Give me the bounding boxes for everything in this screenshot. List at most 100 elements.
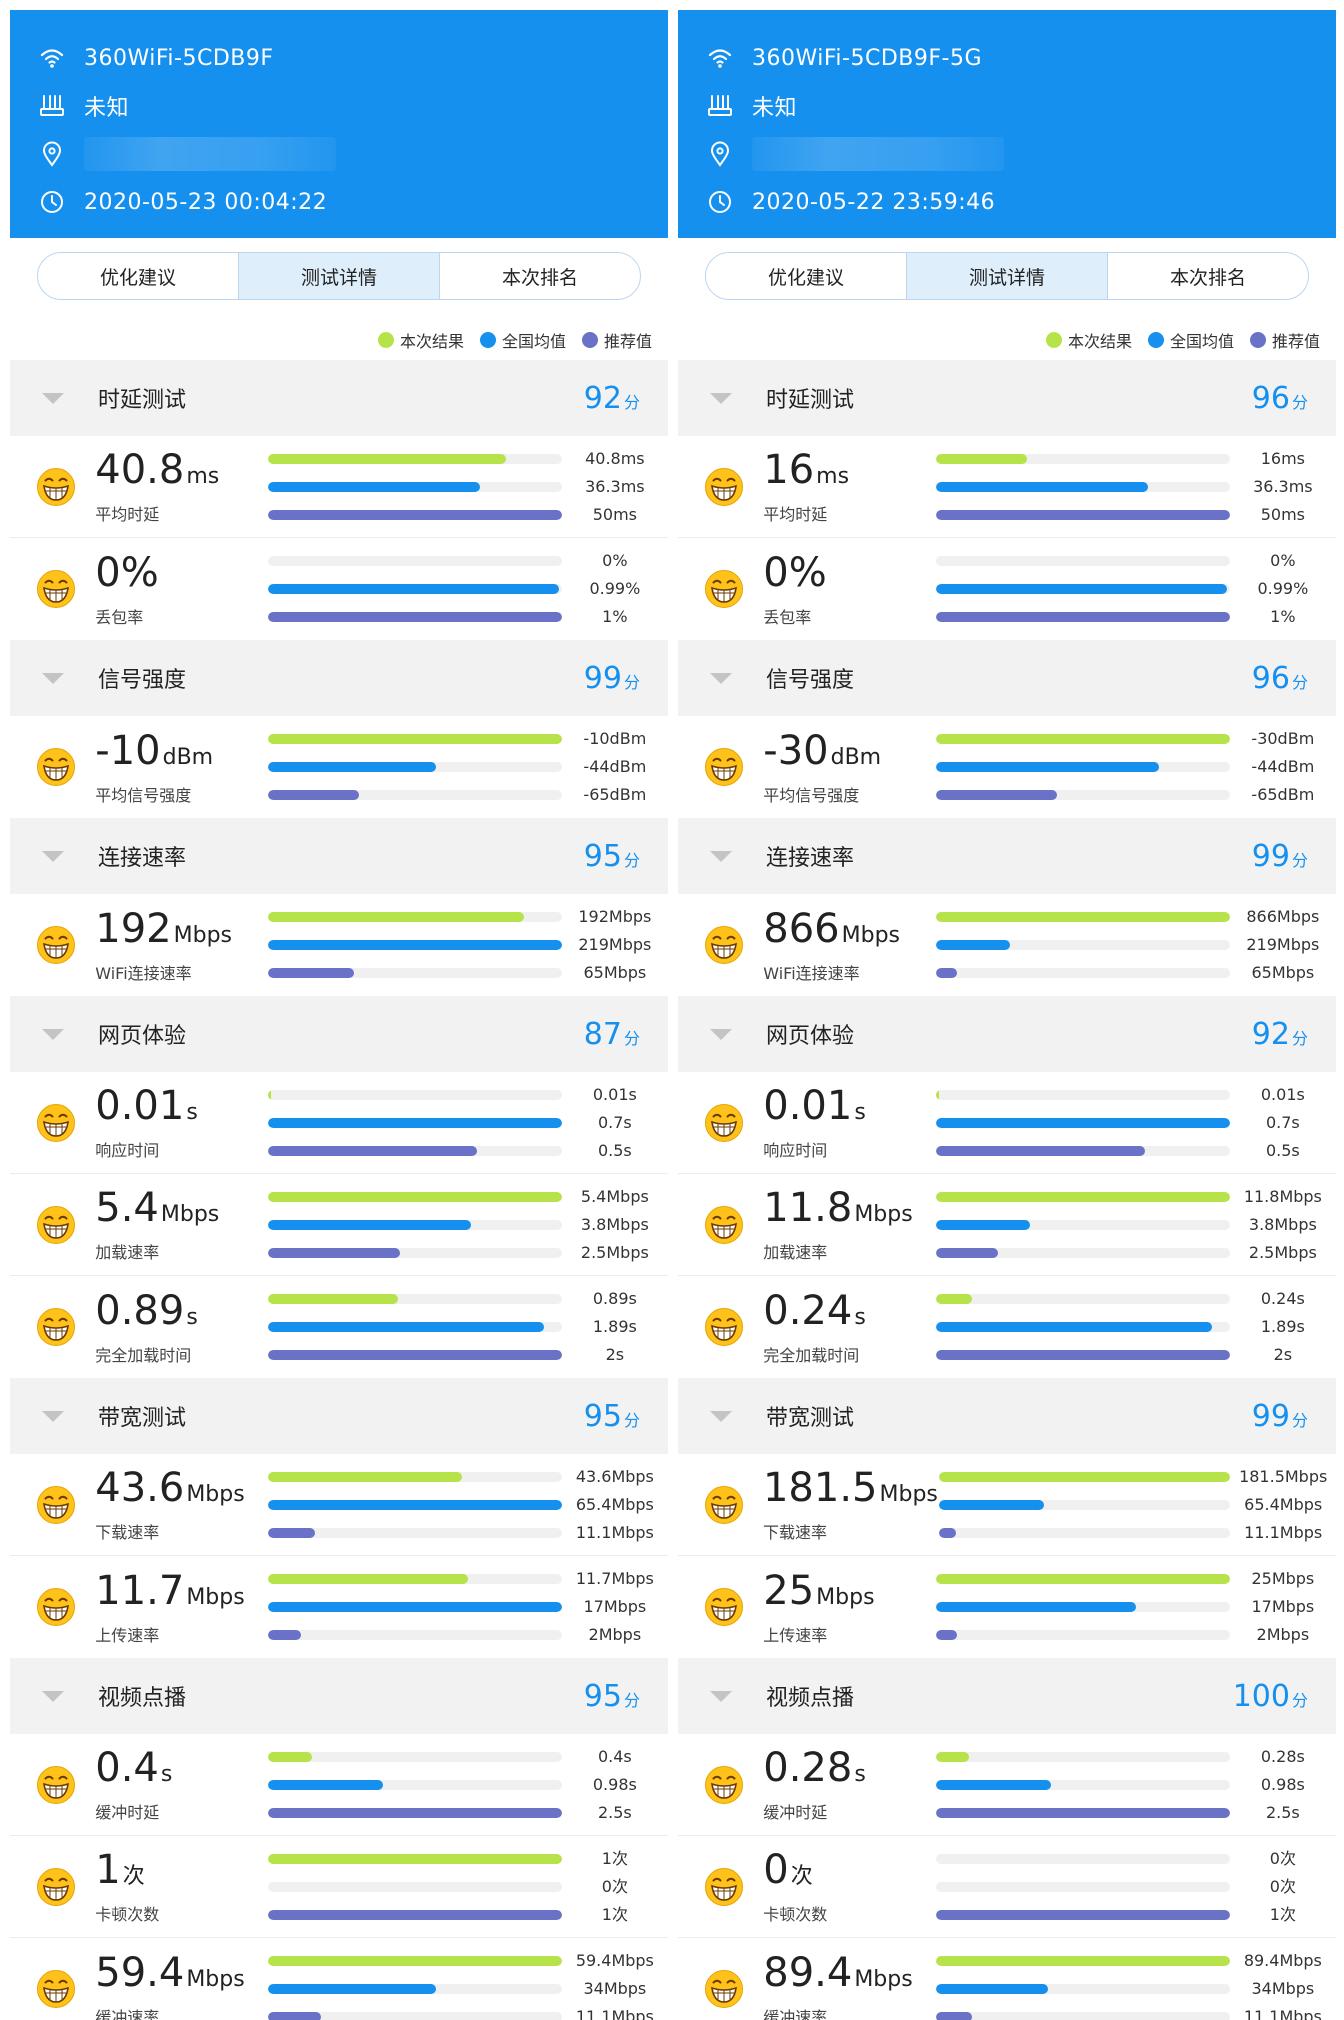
grinning-face-icon (704, 1485, 749, 1525)
wifi-icon (38, 44, 66, 72)
tab-ranking[interactable]: 本次排名 (1169, 266, 1246, 289)
bar-recommended-track (268, 1350, 562, 1360)
caret-down-icon[interactable] (42, 392, 64, 404)
value-recommended: -65dBm (583, 785, 647, 804)
caret-down-icon[interactable] (42, 1028, 64, 1040)
metric-value-block: 0% 丢包率 (95, 551, 266, 628)
location-redacted-row (38, 130, 668, 178)
metric-row: 866Mbps WiFi连接速率 866Mbps 219Mbps 65Mbps (678, 894, 1336, 996)
metric-number: 0.28 (763, 1745, 853, 1791)
section-header[interactable]: 带宽测试 99 分 (678, 1378, 1336, 1454)
bar-recommended-track (268, 1630, 562, 1640)
section-header[interactable]: 信号强度 99 分 (10, 640, 668, 716)
metric-value: 0.89s (95, 1289, 266, 1340)
comparison-bars (938, 1463, 1231, 1547)
caret-down-icon[interactable] (42, 1690, 64, 1702)
value-recommended: 11.1Mbps (1244, 1522, 1323, 1542)
bar-national-avg (936, 762, 1160, 772)
bar-national-avg (268, 1779, 383, 1790)
section-header[interactable]: 视频点播 100 分 (678, 1658, 1336, 1734)
section-score: 99 分 (584, 661, 640, 696)
bar-recommended-track (936, 612, 1230, 622)
bar-current-track (936, 1853, 1230, 1864)
caret-down-icon[interactable] (710, 850, 732, 862)
value-recommended: 2.5Mbps (580, 1242, 649, 1262)
section-header[interactable]: 时延测试 92 分 (10, 360, 668, 436)
metric-value-block: 0次 卡顿次数 (763, 1848, 934, 1925)
metric-unit: Mbps (173, 922, 232, 948)
caret-down-icon[interactable] (710, 672, 732, 684)
metric-value-block: -30dBm 平均信号强度 (763, 729, 934, 806)
value-current: 11.7Mbps (575, 1569, 654, 1588)
value-recommended: 1次 (1269, 1904, 1296, 1924)
bar-national-avg (268, 1322, 545, 1332)
value-national-avg: 65.4Mbps (575, 1494, 654, 1514)
bar-recommended-track (268, 1247, 562, 1258)
bar-current-track (268, 912, 562, 922)
location-redacted-row (706, 130, 1336, 178)
bar-national-avg (936, 940, 1010, 950)
metric-value: 0% (95, 551, 266, 602)
bar-current-track (268, 556, 562, 566)
bar-national-avg (268, 762, 436, 772)
bar-recommended (268, 968, 354, 978)
bar-current-track (936, 912, 1230, 922)
bar-recommended-track (936, 1145, 1230, 1156)
caret-down-icon[interactable] (710, 392, 732, 404)
metric-number: 866 (763, 905, 840, 952)
section-header[interactable]: 视频点播 95 分 (10, 1658, 668, 1734)
metric-number: 0 (763, 1847, 789, 1893)
section-title: 连接速率 (98, 846, 187, 871)
section-header[interactable]: 网页体验 92 分 (678, 996, 1336, 1072)
metric-value: 89.4Mbps (763, 1951, 934, 2002)
comparison-values: 16ms 36.3ms 50ms (1230, 445, 1336, 529)
caret-down-icon[interactable] (710, 1028, 732, 1040)
section-header[interactable]: 时延测试 96 分 (678, 360, 1336, 436)
caret-down-icon[interactable] (710, 1410, 732, 1422)
tab-optimization[interactable]: 优化建议 (706, 253, 907, 299)
tab-optimization[interactable]: 优化建议 (38, 253, 239, 299)
caret-down-icon[interactable] (42, 850, 64, 862)
caret-down-icon[interactable] (710, 1690, 732, 1702)
grinning-face-icon (36, 1205, 81, 1245)
metric-value: 11.8Mbps (763, 1186, 934, 1237)
metric-value: 866Mbps (763, 907, 934, 958)
tab-test-details[interactable]: 测试详情 (239, 253, 440, 299)
value-recommended: 1次 (601, 1904, 628, 1924)
section-score: 95 分 (584, 839, 640, 874)
bar-current (268, 1751, 313, 1762)
bar-national-avg (268, 1602, 562, 1612)
metric-value-block: 866Mbps WiFi连接速率 (763, 907, 934, 984)
metric-number: 11.7 (95, 1567, 185, 1614)
bar-national-avg-track (268, 940, 562, 950)
section-header[interactable]: 信号强度 96 分 (678, 640, 1336, 716)
metric-value-block: -10dBm 平均信号强度 (95, 729, 266, 806)
caret-down-icon[interactable] (42, 672, 64, 684)
metric-row: 0.01s 响应时间 0.01s 0.7s 0.5s (678, 1072, 1336, 1174)
metric-row: 89.4Mbps 缓冲速率 89.4Mbps 34Mbps 11.1Mbps (678, 1938, 1336, 2020)
metric-unit: Mbps (879, 1482, 938, 1507)
bar-national-avg-track (268, 1984, 562, 1994)
comparison-values: 0.4s 0.98s 2.5s (562, 1743, 668, 1827)
metric-value: 43.6Mbps (95, 1466, 266, 1517)
bar-national-avg-track (268, 1219, 562, 1230)
metric-value-block: 43.6Mbps 下载速率 (95, 1466, 266, 1543)
tab-test-details[interactable]: 测试详情 (907, 253, 1108, 299)
metric-label: WiFi连接速率 (95, 963, 192, 983)
metric-row: 5.4Mbps 加载速率 5.4Mbps 3.8Mbps 2.5Mbps (10, 1174, 668, 1276)
comparison-values: 0.89s 1.89s 2s (562, 1285, 668, 1369)
comparison-values: -10dBm -44dBm -65dBm (562, 725, 668, 809)
section-header[interactable]: 连接速率 95 分 (10, 818, 668, 894)
value-national-avg: 1.89s (1260, 1317, 1305, 1336)
section-header[interactable]: 连接速率 99 分 (678, 818, 1336, 894)
bar-national-avg-track (268, 762, 562, 772)
value-current: 0.24s (1260, 1289, 1305, 1308)
section-header[interactable]: 网页体验 87 分 (10, 996, 668, 1072)
bar-current (936, 1089, 940, 1100)
caret-down-icon[interactable] (42, 1410, 64, 1422)
section-header[interactable]: 带宽测试 95 分 (10, 1378, 668, 1454)
metric-value-block: 181.5Mbps 下载速率 (763, 1466, 938, 1543)
comparison-bars (268, 1565, 562, 1649)
tab-ranking[interactable]: 本次排名 (501, 266, 578, 289)
comparison-values: 11.7Mbps 17Mbps 2Mbps (562, 1565, 668, 1649)
